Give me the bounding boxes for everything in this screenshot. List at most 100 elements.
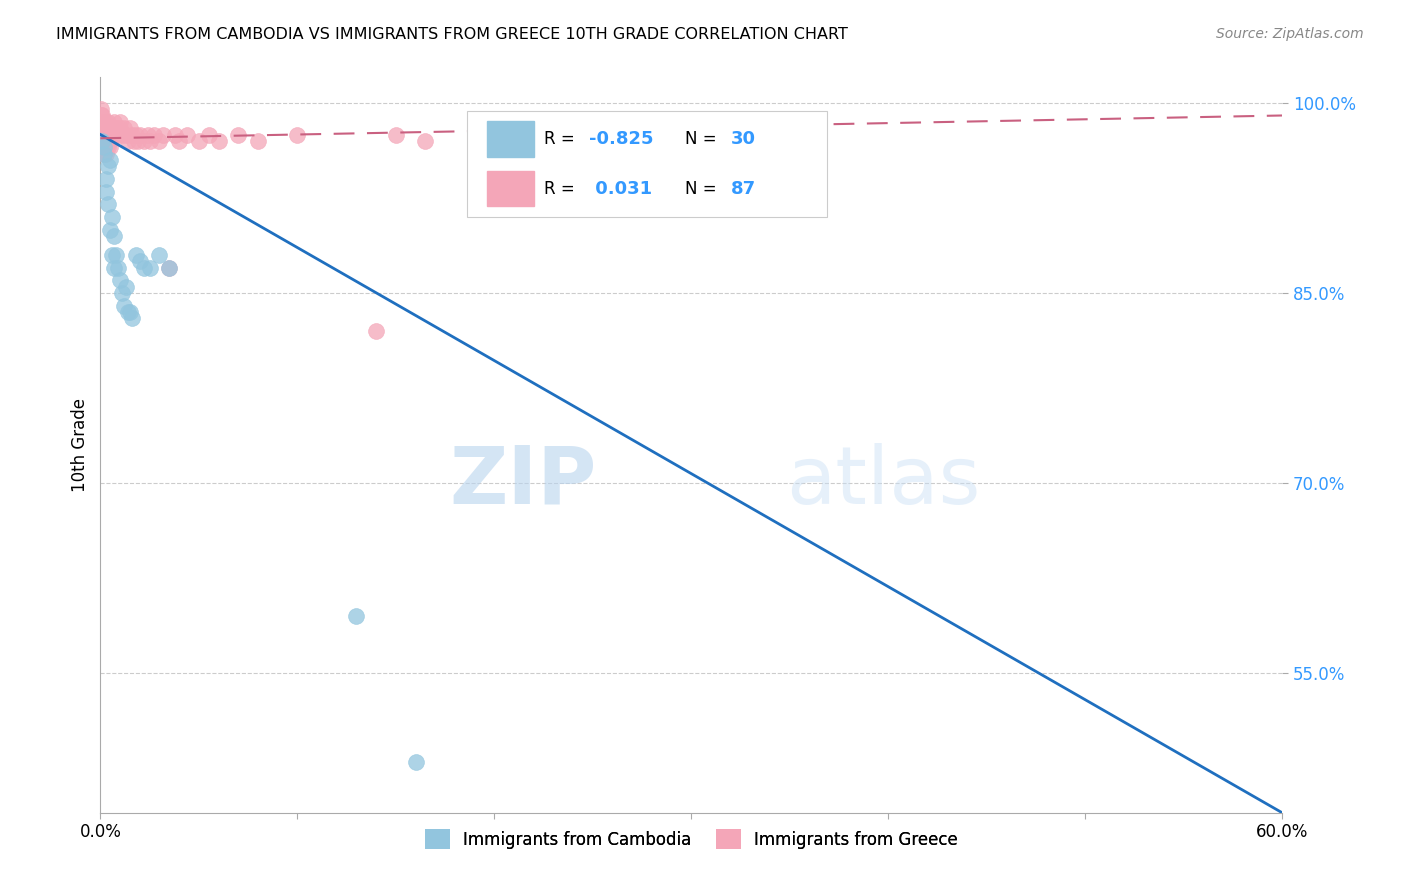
Point [93, 140, 115, 154]
Point [117, 134, 139, 148]
Point [125, 128, 148, 142]
Point [107, 260, 129, 275]
Point [97, 140, 120, 154]
Text: -0.825: -0.825 [589, 130, 652, 148]
Point [93, 140, 115, 154]
Text: IMMIGRANTS FROM CAMBODIA VS IMMIGRANTS FROM GREECE 10TH GRADE CORRELATION CHART: IMMIGRANTS FROM CAMBODIA VS IMMIGRANTS F… [56, 27, 848, 42]
Point [93, 140, 115, 154]
Point [112, 121, 135, 136]
Point [415, 134, 437, 148]
Point [148, 248, 170, 262]
Point [93, 115, 115, 129]
Point [346, 609, 368, 624]
Point [138, 134, 160, 148]
Point [101, 248, 124, 262]
Point [91, 128, 114, 142]
Point [91, 121, 114, 136]
Text: N =: N = [686, 130, 723, 148]
Y-axis label: 10th Grade: 10th Grade [72, 398, 89, 492]
Point [103, 121, 125, 136]
Point [101, 128, 124, 142]
Point [148, 134, 170, 148]
Point [93, 121, 115, 136]
Point [90, 115, 112, 129]
Point [98, 128, 121, 142]
Point [96, 185, 118, 199]
Point [93, 134, 115, 148]
Point [167, 134, 190, 148]
Point [96, 140, 118, 154]
Point [97, 121, 120, 136]
Text: 30: 30 [730, 130, 755, 148]
Point [97, 115, 120, 129]
Point [91, 115, 114, 129]
Point [285, 128, 308, 142]
Point [366, 324, 388, 338]
Point [111, 285, 134, 300]
Point [107, 128, 129, 142]
Point [90, 128, 112, 142]
Point [90, 121, 112, 136]
Text: atlas: atlas [786, 443, 980, 521]
Point [91, 134, 114, 148]
Point [122, 134, 145, 148]
Point [91, 121, 114, 136]
Point [115, 128, 138, 142]
Point [101, 121, 124, 136]
Point [103, 260, 125, 275]
Point [96, 134, 118, 148]
Point [96, 128, 118, 142]
Point [187, 134, 209, 148]
Point [108, 273, 131, 287]
Point [91, 134, 114, 148]
Point [96, 121, 118, 136]
Point [91, 134, 114, 148]
Point [93, 121, 115, 136]
FancyBboxPatch shape [467, 111, 827, 217]
Point [103, 229, 125, 244]
Point [96, 134, 118, 148]
Point [101, 210, 124, 224]
Point [207, 134, 229, 148]
Text: N =: N = [686, 179, 723, 198]
Text: R =: R = [544, 130, 579, 148]
Point [91, 115, 114, 129]
Point [98, 153, 121, 167]
Point [121, 128, 143, 142]
Point [118, 121, 141, 136]
Point [97, 197, 120, 211]
Bar [486, 171, 534, 206]
Point [176, 128, 198, 142]
Point [108, 121, 131, 136]
Point [97, 134, 120, 148]
Point [91, 121, 114, 136]
Point [90, 102, 112, 116]
Point [226, 128, 249, 142]
Point [117, 305, 139, 319]
Point [93, 146, 115, 161]
Point [121, 311, 143, 326]
Point [91, 128, 114, 142]
Point [405, 755, 427, 769]
Point [132, 260, 155, 275]
Text: ZIP: ZIP [450, 443, 596, 521]
Text: 0.031: 0.031 [589, 179, 651, 198]
Point [93, 134, 115, 148]
Point [157, 260, 180, 275]
Point [96, 172, 118, 186]
Text: R =: R = [544, 179, 579, 198]
Text: 87: 87 [730, 179, 755, 198]
Text: Source: ZipAtlas.com: Source: ZipAtlas.com [1216, 27, 1364, 41]
Point [91, 128, 114, 142]
Point [115, 279, 138, 293]
Point [98, 121, 121, 136]
Point [90, 108, 112, 122]
Point [111, 128, 134, 142]
Point [98, 134, 121, 148]
Point [128, 128, 150, 142]
Point [103, 115, 125, 129]
Point [152, 128, 174, 142]
Bar [486, 121, 534, 157]
Point [93, 128, 115, 142]
Point [112, 299, 135, 313]
